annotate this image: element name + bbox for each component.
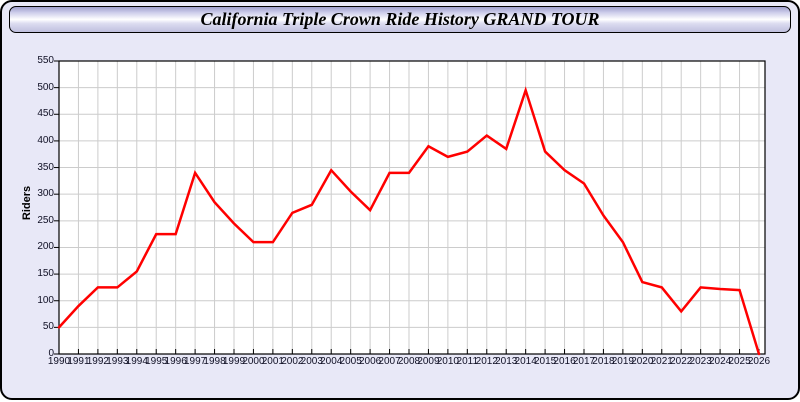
- x-tick-label: 2026: [747, 356, 771, 367]
- x-tick-label: 1992: [86, 356, 109, 367]
- y-tick-label: 0: [48, 348, 54, 359]
- x-tick-label: 1998: [203, 356, 226, 367]
- x-tick-label: 1994: [125, 356, 148, 367]
- y-tick-label: 550: [37, 55, 54, 66]
- x-tick-label: 2015: [533, 356, 557, 367]
- x-tick-label: 1990: [47, 356, 71, 367]
- x-tick-label: 2012: [475, 356, 498, 367]
- x-tick-label: 2023: [689, 356, 712, 367]
- x-tick-label: 1993: [106, 356, 129, 367]
- x-tick-label: 2018: [592, 356, 615, 367]
- x-tick-label: 2002: [281, 356, 304, 367]
- x-tick-label: 1996: [164, 356, 187, 367]
- x-tick-label: 2009: [417, 356, 440, 367]
- x-tick-label: 2004: [320, 356, 343, 367]
- y-tick-label: 100: [37, 294, 54, 306]
- x-tick-label: 2020: [631, 356, 654, 367]
- y-tick-label: 350: [37, 161, 54, 173]
- x-tick-label: 2017: [572, 356, 596, 367]
- x-tick-label: 2013: [495, 356, 518, 367]
- x-tick-label: 2000: [242, 356, 265, 367]
- y-tick-label: 450: [37, 108, 54, 120]
- x-tick-label: 2007: [378, 356, 401, 367]
- x-tick-label: 2010: [436, 356, 459, 367]
- chart-title: California Triple Crown Ride History GRA…: [200, 9, 600, 29]
- x-tick-label: 2019: [611, 356, 634, 367]
- y-tick-label: 200: [37, 241, 54, 253]
- x-tick-label: 2016: [553, 356, 576, 367]
- x-tick-label: 1991: [67, 356, 90, 367]
- riders-line: [57, 86, 761, 356]
- title-bar: California Triple Crown Ride History GRA…: [9, 6, 791, 33]
- x-tick-label: 2011: [456, 356, 479, 367]
- x-tick-label: 2008: [397, 356, 421, 367]
- x-tick-label: 2014: [514, 356, 537, 367]
- x-tick-label: 2005: [339, 356, 362, 367]
- x-tick-label: 1999: [222, 356, 246, 367]
- y-tick-label: 300: [37, 188, 54, 200]
- y-tick-label: 50: [42, 321, 54, 333]
- y-tick-label: 400: [37, 134, 54, 146]
- y-tick-label: 250: [37, 214, 54, 226]
- x-tick-label: 1997: [183, 356, 207, 367]
- x-tick-label: 2022: [670, 356, 693, 367]
- y-tick-label: 150: [37, 268, 54, 280]
- y-tick-label: 500: [37, 81, 54, 93]
- x-tick-label: 2006: [358, 356, 382, 367]
- x-tick-label: 2024: [708, 356, 732, 367]
- x-tick-label: 1995: [145, 356, 168, 367]
- x-tick-label: 2025: [728, 356, 751, 367]
- x-tick-label: 2021: [650, 356, 673, 367]
- x-tick-label: 2003: [300, 356, 323, 367]
- x-tick-label: 2001: [261, 356, 284, 367]
